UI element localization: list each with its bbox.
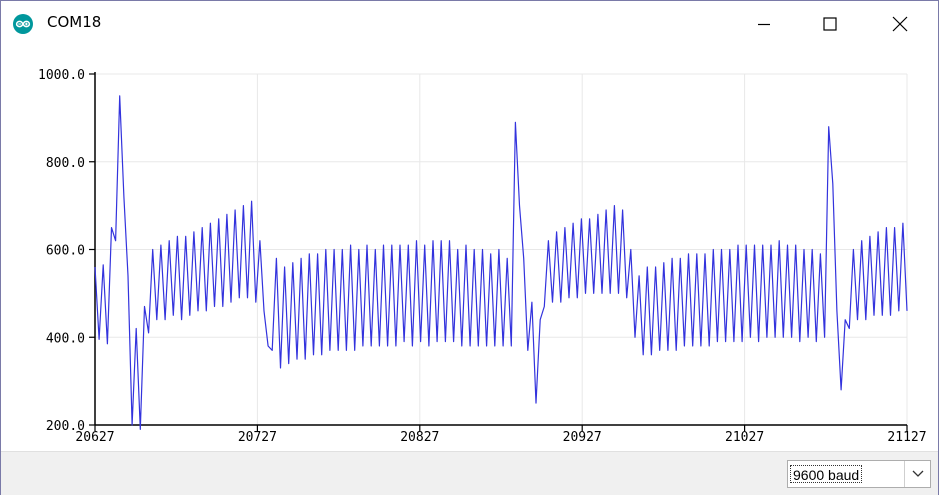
y-tick-labels: 200.0 400.0 600.0 800.0 1000.0 bbox=[38, 68, 85, 434]
window-title: COM18 bbox=[47, 13, 102, 31]
series-layer bbox=[94, 95, 908, 430]
dropdown-arrow[interactable] bbox=[904, 461, 930, 487]
x-tick-labels: 20627 20727 20827 20927 21027 21127 bbox=[75, 430, 926, 445]
serial-plot-chart: 20627 20727 20827 20927 21027 21127 200.0 400.… bbox=[38, 68, 927, 445]
close-button[interactable] bbox=[877, 1, 923, 47]
y-tick-label: 1000.0 bbox=[38, 68, 85, 83]
plot-grid bbox=[95, 73, 908, 425]
arduino-logo-icon bbox=[13, 14, 33, 34]
series-line bbox=[94, 95, 908, 430]
y-tick-label: 800.0 bbox=[46, 156, 85, 171]
baud-rate-value: 9600 baud bbox=[790, 465, 863, 483]
plot-axes bbox=[89, 72, 908, 431]
maximize-button[interactable] bbox=[807, 1, 853, 47]
close-icon bbox=[892, 16, 908, 32]
x-tick-label: 20727 bbox=[238, 430, 277, 445]
title-bar[interactable]: COM18 bbox=[1, 1, 938, 47]
maximize-icon bbox=[823, 17, 837, 31]
y-tick-label: 600.0 bbox=[46, 244, 85, 259]
status-bar: 9600 baud bbox=[1, 451, 938, 495]
y-tick-label: 400.0 bbox=[46, 331, 85, 346]
x-tick-label: 21027 bbox=[725, 430, 764, 445]
x-tick-label: 20927 bbox=[563, 430, 602, 445]
x-tick-label: 20627 bbox=[75, 430, 114, 445]
baud-rate-select[interactable]: 9600 baud bbox=[787, 460, 931, 488]
minimize-button[interactable] bbox=[741, 1, 787, 47]
x-tick-label: 21127 bbox=[887, 430, 926, 445]
chevron-down-icon bbox=[912, 470, 923, 477]
y-tick-label: 200.0 bbox=[46, 419, 85, 434]
minimize-icon bbox=[758, 23, 770, 26]
x-tick-label: 20827 bbox=[400, 430, 439, 445]
